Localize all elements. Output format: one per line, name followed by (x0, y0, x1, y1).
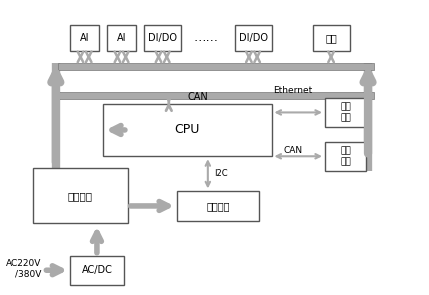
Text: 显示
单元: 显示 单元 (340, 147, 351, 166)
Text: I2C: I2C (214, 169, 228, 178)
Text: 按键: 按键 (325, 33, 337, 43)
Text: CPU: CPU (175, 124, 200, 137)
Bar (177, 191, 259, 221)
Bar (33, 168, 128, 224)
Text: ……: …… (193, 31, 218, 44)
Bar (235, 25, 272, 51)
Text: AI: AI (80, 33, 89, 43)
Bar (58, 92, 374, 99)
Bar (70, 256, 124, 285)
Text: Ethernet: Ethernet (274, 86, 313, 95)
Text: AI: AI (117, 33, 126, 43)
Bar (313, 25, 350, 51)
Text: 通信
单元: 通信 单元 (340, 103, 351, 122)
Text: DI/DO: DI/DO (239, 33, 268, 43)
Bar (103, 104, 272, 156)
Bar (325, 98, 366, 127)
Bar (58, 63, 374, 70)
Bar (70, 25, 99, 51)
Bar (107, 25, 136, 51)
Text: DI/DO: DI/DO (148, 33, 177, 43)
Bar (325, 142, 366, 171)
Text: AC220V
/380V: AC220V /380V (6, 259, 42, 278)
Text: CAN: CAN (284, 146, 303, 155)
Bar (144, 25, 181, 51)
Text: 电源分配: 电源分配 (68, 191, 93, 201)
Text: 存储单元: 存储单元 (206, 201, 230, 211)
Text: AC/DC: AC/DC (82, 265, 112, 275)
Text: CAN: CAN (187, 92, 208, 102)
